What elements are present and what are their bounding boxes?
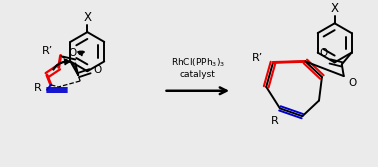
Text: O: O bbox=[93, 65, 101, 75]
Text: O: O bbox=[68, 48, 76, 58]
Text: R: R bbox=[34, 83, 42, 93]
Text: R’: R’ bbox=[42, 46, 53, 56]
Text: O: O bbox=[349, 78, 357, 88]
FancyArrowPatch shape bbox=[78, 51, 84, 56]
Text: R’: R’ bbox=[252, 53, 263, 63]
Text: RhCl(PPh$_3$)$_3$: RhCl(PPh$_3$)$_3$ bbox=[171, 57, 225, 69]
Text: X: X bbox=[331, 3, 339, 16]
Text: X: X bbox=[83, 11, 91, 24]
Text: O: O bbox=[319, 48, 327, 57]
Text: catalyst: catalyst bbox=[180, 70, 216, 79]
Text: R: R bbox=[271, 116, 279, 126]
FancyArrowPatch shape bbox=[53, 59, 70, 70]
